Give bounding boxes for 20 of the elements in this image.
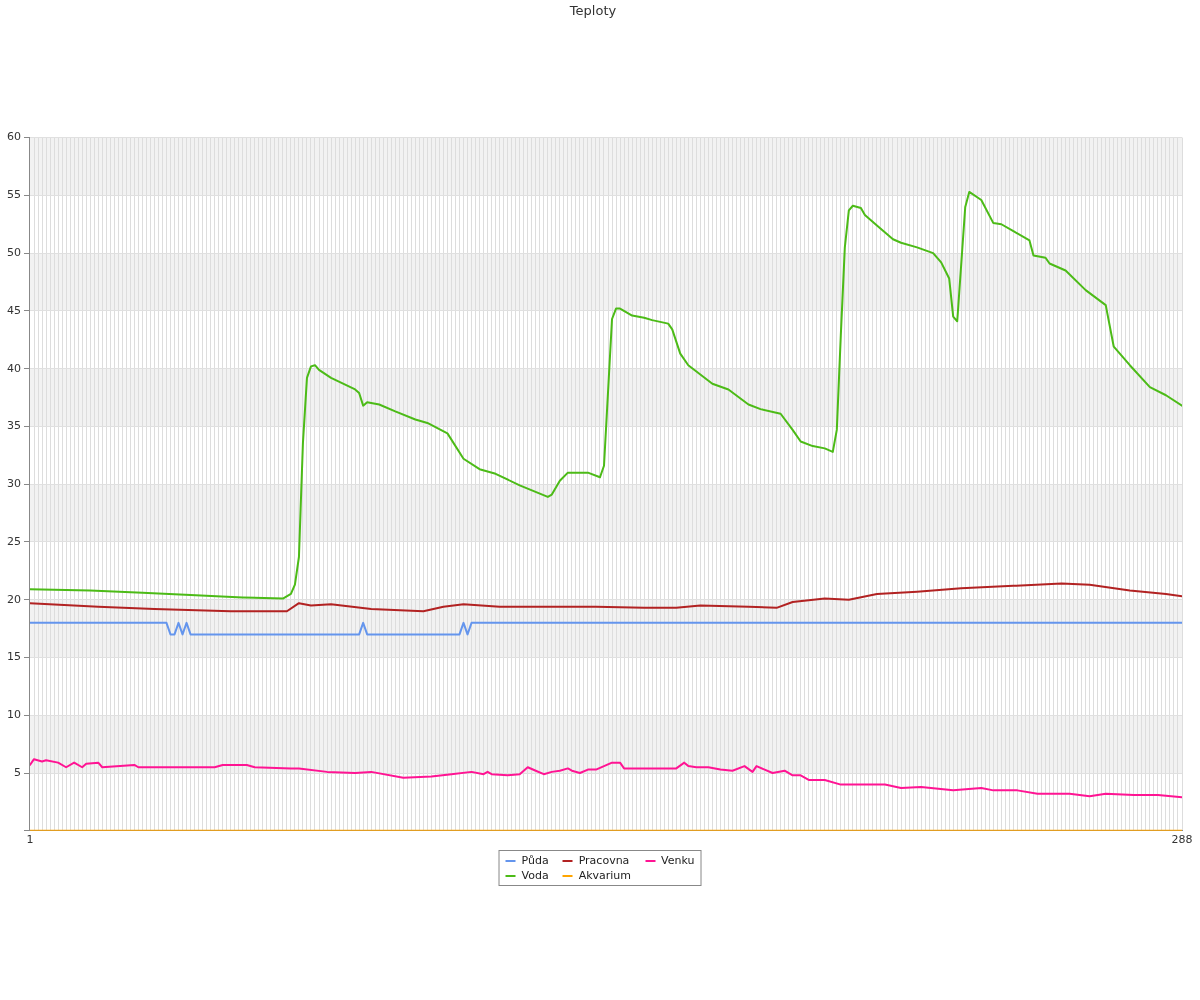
y-tick-label: 45 (7, 303, 21, 317)
y-tick-label: 10 (7, 708, 21, 722)
y-tick-label: 30 (7, 477, 21, 491)
y-tick-label: 20 (7, 592, 21, 606)
y-tick-label: 40 (7, 361, 21, 375)
y-tick-label: 25 (7, 534, 21, 548)
legend-label: Venku (661, 854, 695, 867)
x-tick-label: 288 (1171, 833, 1193, 847)
y-tick-label: 5 (14, 765, 21, 779)
y-tick-label: 35 (7, 419, 21, 433)
legend-label: Pracovna (578, 854, 630, 867)
x-tick-label: 1 (26, 833, 34, 847)
chart-title: Teploty (568, 3, 617, 19)
y-tick-label: 60 (7, 130, 21, 144)
y-tick-label: 15 (7, 650, 21, 664)
y-tick-label: 50 (7, 245, 21, 259)
y-tick-label: 55 (7, 188, 21, 202)
legend-label: Voda (521, 869, 549, 882)
legend-label: Půda (521, 854, 549, 867)
legend-label: Akvarium (578, 869, 632, 882)
